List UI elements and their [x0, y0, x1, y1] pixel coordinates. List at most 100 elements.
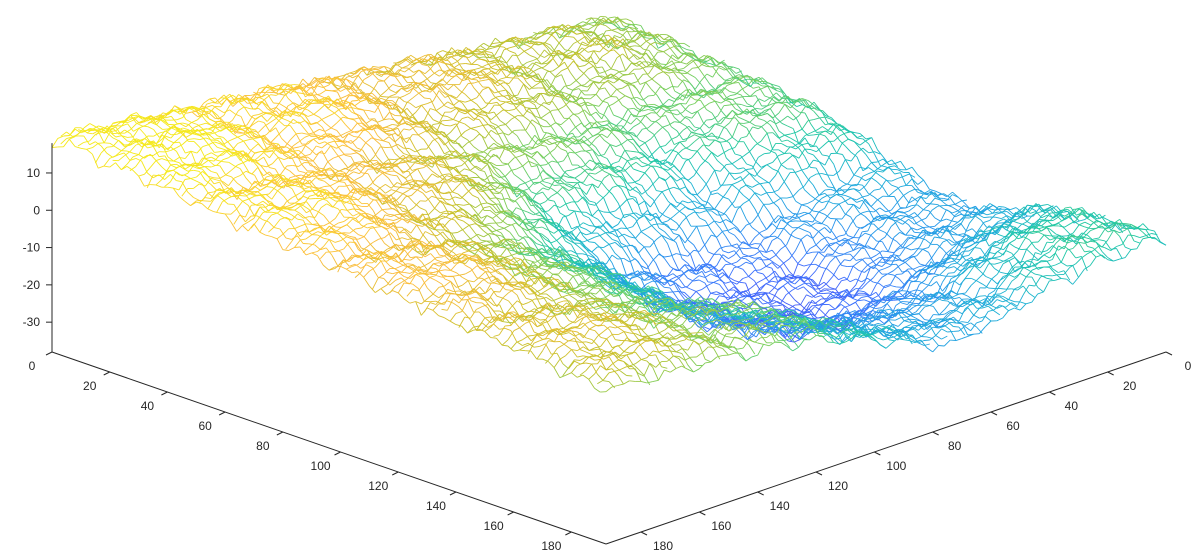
mesh-segment: [696, 226, 703, 241]
mesh-segment: [220, 97, 227, 99]
mesh-segment: [575, 126, 582, 135]
mesh-segment: [421, 262, 429, 271]
mesh-segment: [984, 316, 992, 322]
mesh-segment: [292, 149, 299, 152]
mesh-segment: [465, 264, 472, 269]
mesh-segment: [472, 194, 479, 199]
mesh-segment: [647, 194, 654, 200]
mesh-segment: [352, 213, 359, 217]
mesh-segment: [514, 272, 522, 277]
mesh-segment: [352, 271, 358, 274]
mesh-segment: [538, 233, 546, 244]
mesh-segment: [522, 342, 529, 346]
mesh-segment: [563, 332, 570, 335]
mesh-segment: [417, 168, 424, 180]
mesh-segment: [627, 131, 634, 134]
mesh-segment: [499, 304, 506, 318]
mesh-segment: [330, 127, 337, 131]
mesh-segment: [595, 179, 602, 183]
mesh-segment: [557, 281, 565, 287]
mesh-segment: [517, 109, 524, 117]
mesh-segment: [380, 260, 388, 273]
mesh-segment: [618, 327, 625, 332]
mesh-segment: [583, 322, 590, 330]
mesh-segment: [465, 233, 473, 241]
mesh-segment: [500, 100, 506, 103]
mesh-segment: [464, 312, 471, 321]
mesh-segment: [763, 255, 770, 260]
mesh-segment: [470, 127, 477, 132]
mesh-segment: [455, 167, 462, 176]
mesh-segment: [915, 330, 922, 337]
mesh-segment: [467, 299, 474, 313]
mesh-segment: [407, 67, 414, 73]
mesh-segment: [549, 71, 557, 78]
mesh-segment: [644, 142, 652, 154]
mesh-segment: [121, 123, 128, 127]
mesh-segment: [505, 269, 513, 277]
mesh-segment: [527, 235, 534, 243]
mesh-segment: [317, 234, 324, 239]
mesh-segment: [415, 256, 423, 263]
mesh-segment: [568, 360, 575, 369]
mesh-segment: [650, 337, 657, 340]
mesh-segment: [567, 87, 574, 91]
mesh-segment: [678, 358, 686, 368]
mesh-segment: [266, 186, 272, 188]
mesh-segment: [519, 178, 526, 184]
mesh-segment: [548, 315, 555, 318]
mesh-segment: [587, 104, 594, 107]
mesh-segment: [399, 231, 406, 234]
mesh-segment: [512, 256, 519, 264]
mesh-segment: [976, 280, 984, 285]
mesh-segment: [261, 84, 269, 93]
mesh-segment: [343, 259, 350, 267]
mesh-segment: [86, 128, 94, 134]
mesh-segment: [304, 115, 312, 125]
mesh-segment: [581, 302, 588, 305]
mesh-segment: [203, 112, 210, 115]
mesh-segment: [731, 263, 738, 268]
mesh-segment: [502, 108, 509, 114]
mesh-segment: [875, 307, 882, 310]
mesh-segment: [367, 187, 374, 191]
mesh-segment: [388, 132, 396, 137]
mesh-segment: [589, 292, 597, 298]
mesh-segment: [597, 345, 604, 357]
mesh-segment: [510, 313, 518, 318]
mesh-segment: [319, 82, 327, 91]
mesh-segment: [890, 285, 897, 288]
mesh-segment: [297, 204, 304, 207]
mesh-segment: [281, 137, 288, 145]
mesh-segment: [302, 83, 309, 89]
mesh-segment: [569, 118, 576, 128]
mesh-segment: [389, 89, 396, 94]
mesh-segment: [453, 276, 460, 290]
mesh-segment: [613, 295, 620, 298]
mesh-segment: [515, 239, 522, 254]
mesh-segment: [294, 209, 301, 215]
mesh-segment: [546, 137, 553, 141]
mesh-segment: [678, 344, 686, 353]
mesh-segment: [421, 245, 429, 253]
mesh-segment: [484, 128, 492, 138]
mesh-segment: [478, 169, 485, 173]
mesh-segment: [613, 114, 620, 118]
mesh-segment: [629, 340, 636, 343]
mesh-segment: [109, 126, 117, 130]
mesh-segment: [569, 295, 576, 300]
mesh-segment: [412, 87, 420, 94]
mesh-segment: [399, 204, 406, 207]
mesh-segment: [653, 110, 661, 118]
mesh-segment: [359, 125, 367, 130]
mesh-segment: [470, 99, 478, 105]
mesh-segment: [595, 146, 602, 157]
mesh-segment: [429, 158, 436, 160]
mesh-segment: [585, 351, 593, 356]
mesh-segment: [693, 336, 700, 339]
mesh-segment: [242, 162, 250, 173]
mesh-segment: [463, 220, 470, 226]
mesh-segment: [470, 300, 477, 304]
mesh-segment: [725, 260, 732, 265]
mesh-segment: [370, 220, 377, 224]
